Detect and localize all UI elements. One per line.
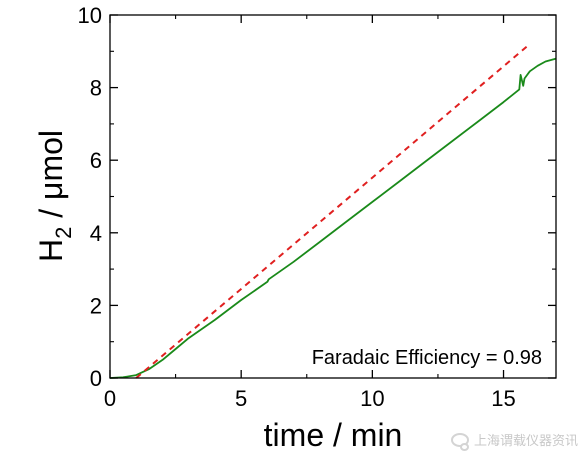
y-axis-title: H2 / μmol: [33, 130, 76, 262]
watermark-text: 上海谓载仪器资讯: [473, 434, 578, 449]
measured-h2-line: [109, 57, 557, 379]
y-axis-title-main: H: [33, 239, 69, 262]
y-tick-label: 6: [90, 148, 102, 173]
watermark: 上海谓载仪器资讯: [450, 430, 578, 451]
x-tick-label: 10: [360, 386, 384, 411]
series-layer: [109, 43, 557, 379]
y-tick-label: 10: [78, 3, 102, 28]
y-tick-label: 2: [90, 293, 102, 318]
y-tick-label: 0: [90, 366, 102, 391]
y-tick-label: 8: [90, 76, 102, 101]
reference-line-dashed: [135, 43, 531, 379]
y-tick-label: 4: [90, 221, 102, 246]
x-tick-label: 0: [104, 386, 116, 411]
y-axis-title-unit: / μmol: [33, 130, 69, 227]
x-tick-label: 5: [235, 386, 247, 411]
plot-frame: [109, 14, 557, 379]
x-tick-label: 15: [491, 386, 515, 411]
efficiency-annotation: Faradaic Efficiency = 0.98: [312, 347, 542, 369]
x-axis-title: time / min: [264, 417, 403, 453]
y-axis-title-subscript: 2: [51, 227, 76, 239]
labels-layer: 0 5 10 15 0 2 4 6 8 10: [78, 3, 516, 411]
ticks-layer: [109, 14, 556, 379]
wechat-icon: [450, 432, 469, 451]
